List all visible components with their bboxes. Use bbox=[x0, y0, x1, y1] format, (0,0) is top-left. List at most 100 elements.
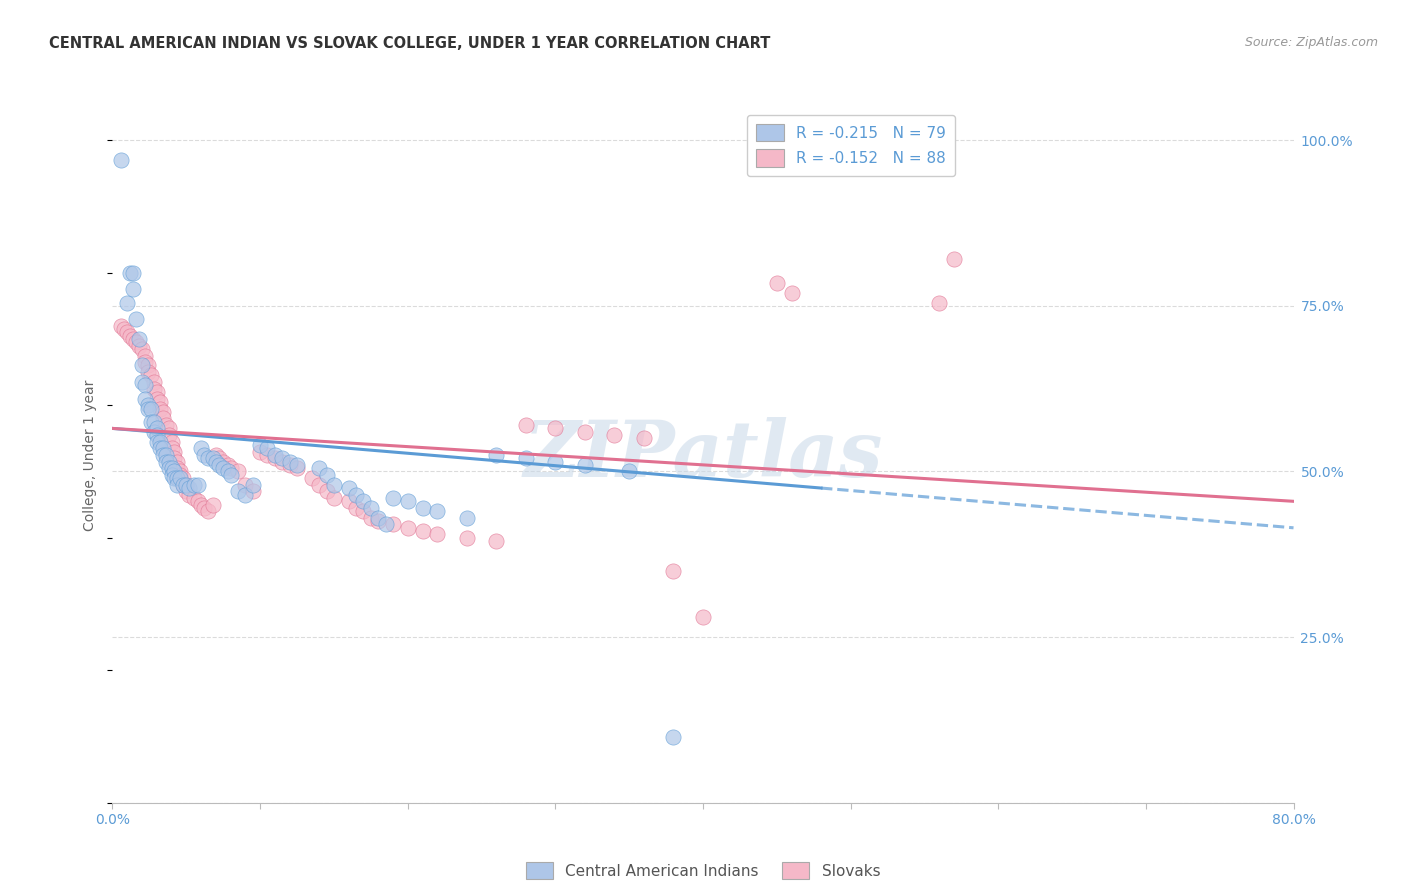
Point bbox=[574, 458, 596, 472]
Point bbox=[780, 285, 803, 300]
Point bbox=[172, 477, 194, 491]
Point bbox=[633, 431, 655, 445]
Point bbox=[136, 359, 159, 373]
Point bbox=[515, 451, 537, 466]
Point bbox=[367, 514, 389, 528]
Point bbox=[212, 454, 235, 468]
Point bbox=[193, 500, 215, 515]
Point bbox=[360, 511, 382, 525]
Point bbox=[396, 521, 419, 535]
Point bbox=[219, 461, 242, 475]
Point bbox=[136, 398, 159, 412]
Point bbox=[142, 375, 165, 389]
Point bbox=[122, 332, 145, 346]
Point bbox=[149, 434, 172, 449]
Point bbox=[122, 282, 145, 296]
Point bbox=[120, 328, 142, 343]
Point bbox=[766, 276, 789, 290]
Point bbox=[190, 498, 212, 512]
Point bbox=[149, 401, 172, 416]
Point bbox=[285, 458, 308, 472]
Point bbox=[942, 252, 965, 267]
Point bbox=[131, 342, 153, 356]
Point bbox=[367, 511, 389, 525]
Point bbox=[337, 481, 360, 495]
Point bbox=[426, 504, 449, 518]
Point bbox=[308, 477, 330, 491]
Point bbox=[249, 444, 271, 458]
Point bbox=[344, 488, 367, 502]
Point bbox=[163, 451, 186, 466]
Point bbox=[157, 421, 180, 435]
Point bbox=[134, 378, 156, 392]
Point bbox=[603, 428, 626, 442]
Point bbox=[183, 477, 205, 491]
Point bbox=[155, 448, 177, 462]
Point bbox=[544, 454, 567, 468]
Point bbox=[205, 454, 228, 468]
Point bbox=[374, 517, 396, 532]
Point bbox=[120, 266, 142, 280]
Point bbox=[352, 504, 374, 518]
Point bbox=[217, 465, 239, 479]
Point bbox=[515, 418, 537, 433]
Point bbox=[242, 477, 264, 491]
Point bbox=[169, 465, 191, 479]
Point bbox=[110, 318, 132, 333]
Point bbox=[117, 326, 138, 340]
Point bbox=[149, 395, 172, 409]
Point bbox=[692, 610, 714, 624]
Point bbox=[166, 454, 188, 468]
Point bbox=[169, 467, 191, 482]
Point bbox=[187, 494, 209, 508]
Point bbox=[285, 461, 308, 475]
Point bbox=[662, 730, 685, 744]
Point bbox=[201, 498, 224, 512]
Point bbox=[174, 477, 197, 491]
Point bbox=[166, 477, 188, 491]
Point bbox=[166, 461, 188, 475]
Point bbox=[160, 467, 183, 482]
Point bbox=[146, 392, 169, 406]
Point bbox=[149, 442, 172, 456]
Y-axis label: College, Under 1 year: College, Under 1 year bbox=[83, 379, 97, 531]
Point bbox=[172, 471, 194, 485]
Point bbox=[411, 500, 433, 515]
Point bbox=[134, 349, 156, 363]
Point bbox=[169, 471, 191, 485]
Point bbox=[163, 444, 186, 458]
Point bbox=[172, 477, 194, 491]
Point bbox=[157, 454, 180, 468]
Point bbox=[208, 458, 231, 472]
Point bbox=[264, 451, 287, 466]
Point bbox=[197, 451, 219, 466]
Point bbox=[382, 517, 405, 532]
Point bbox=[271, 451, 294, 466]
Point bbox=[411, 524, 433, 538]
Point bbox=[190, 442, 212, 456]
Point bbox=[152, 442, 174, 456]
Point bbox=[139, 415, 162, 429]
Point bbox=[134, 392, 156, 406]
Point bbox=[146, 428, 169, 442]
Text: CENTRAL AMERICAN INDIAN VS SLOVAK COLLEGE, UNDER 1 YEAR CORRELATION CHART: CENTRAL AMERICAN INDIAN VS SLOVAK COLLEG… bbox=[49, 36, 770, 51]
Point bbox=[142, 415, 165, 429]
Legend: Central American Indians, Slovaks: Central American Indians, Slovaks bbox=[520, 855, 886, 886]
Text: Source: ZipAtlas.com: Source: ZipAtlas.com bbox=[1244, 36, 1378, 49]
Point bbox=[264, 448, 287, 462]
Point bbox=[152, 405, 174, 419]
Point bbox=[193, 448, 215, 462]
Point bbox=[112, 322, 135, 336]
Point bbox=[125, 312, 148, 326]
Point bbox=[131, 359, 153, 373]
Point bbox=[544, 421, 567, 435]
Point bbox=[396, 494, 419, 508]
Point bbox=[456, 511, 478, 525]
Point bbox=[131, 375, 153, 389]
Point bbox=[278, 454, 301, 468]
Point bbox=[155, 418, 177, 433]
Point bbox=[146, 384, 169, 399]
Point bbox=[142, 425, 165, 439]
Point bbox=[179, 481, 201, 495]
Point bbox=[160, 442, 183, 456]
